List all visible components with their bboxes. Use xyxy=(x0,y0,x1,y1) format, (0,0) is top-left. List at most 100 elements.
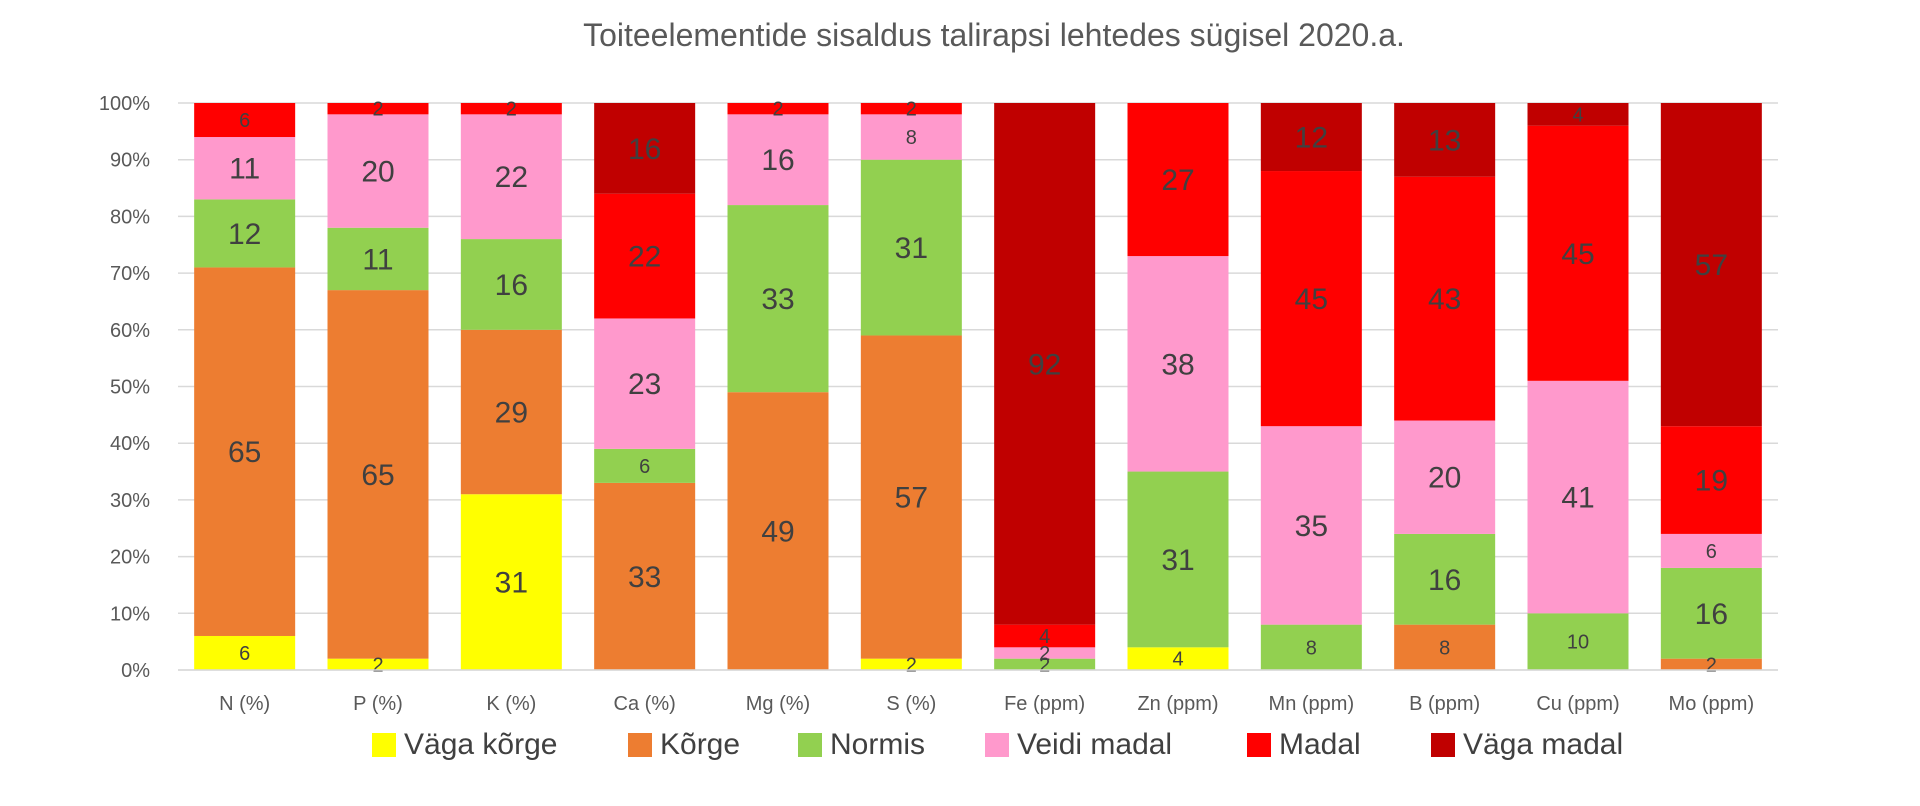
data-label: 2 xyxy=(906,99,917,121)
bar-segment xyxy=(327,103,429,115)
bar-segment xyxy=(594,448,696,483)
y-tick-label: 0% xyxy=(121,660,150,682)
data-label: 23 xyxy=(628,368,661,401)
bar-segment xyxy=(594,103,696,194)
bars: 6651211626511202312916222336232216493316… xyxy=(194,99,1762,676)
bar-segment xyxy=(594,482,696,670)
data-label: 2 xyxy=(372,654,383,676)
data-label: 2 xyxy=(772,99,783,121)
bar-segment xyxy=(1394,533,1496,625)
legend-label: Kõrge xyxy=(660,728,740,761)
x-tick-label: S (%) xyxy=(886,693,936,715)
legend-swatch xyxy=(628,733,652,757)
x-tick-label: Cu (ppm) xyxy=(1536,693,1619,715)
bar-segment xyxy=(1527,380,1629,614)
legend-label: Väga kõrge xyxy=(404,728,557,761)
data-label: 65 xyxy=(228,436,261,469)
x-tick-label: Mg (%) xyxy=(746,693,810,715)
y-axis: 0% 10% 20% 30% 40% 50% 60% 70% 80% 90% 100% xyxy=(99,93,150,682)
bar-segment xyxy=(727,103,829,115)
data-label: 49 xyxy=(761,516,794,549)
data-label: 31 xyxy=(1161,544,1194,577)
bar-segment xyxy=(1527,103,1629,126)
data-label: 27 xyxy=(1161,164,1194,197)
data-label: 41 xyxy=(1561,482,1594,515)
x-axis: N (%) P (%) K (%) Ca (%) Mg (%) S (%) Fe (ppm)… xyxy=(178,669,1778,715)
bar-segment xyxy=(860,114,962,160)
y-tick-label: 30% xyxy=(110,490,150,512)
data-label: 16 xyxy=(628,133,661,166)
bar-segment xyxy=(194,137,296,200)
data-label: 19 xyxy=(1695,465,1728,498)
data-label: 8 xyxy=(906,127,917,149)
data-label: 31 xyxy=(495,567,528,600)
bar-segment xyxy=(1127,103,1229,257)
x-tick-label: P (%) xyxy=(353,693,403,715)
bar-segment xyxy=(194,199,296,268)
data-label: 6 xyxy=(239,643,250,665)
bar-segment xyxy=(194,103,296,138)
bar-segment xyxy=(1260,624,1362,670)
data-label: 8 xyxy=(1439,637,1450,659)
bar-segment xyxy=(994,624,1096,648)
bar-segment xyxy=(194,267,296,636)
bar-segment xyxy=(1127,471,1229,648)
bar-segment xyxy=(727,114,829,206)
x-tick-label: Zn (ppm) xyxy=(1137,693,1218,715)
data-label: 6 xyxy=(639,456,650,478)
data-label: 35 xyxy=(1295,510,1328,543)
bar-segment xyxy=(460,103,562,115)
y-tick-label: 10% xyxy=(110,603,150,625)
y-tick-label: 50% xyxy=(110,377,150,399)
legend-label: Väga madal xyxy=(1463,728,1623,761)
bar-segment xyxy=(994,103,1096,625)
bar-segment xyxy=(860,335,962,659)
legend-swatch xyxy=(798,733,822,757)
legend-label: Normis xyxy=(830,728,925,761)
legend-swatch xyxy=(1247,733,1271,757)
bar-segment xyxy=(1260,103,1362,172)
data-label: 10 xyxy=(1567,632,1589,654)
bar-segment xyxy=(1394,420,1496,534)
bar-segment xyxy=(1527,125,1629,381)
bar-segment xyxy=(1394,103,1496,177)
bar-segment xyxy=(194,635,296,670)
y-tick-label: 20% xyxy=(110,547,150,569)
bar-segment xyxy=(1660,426,1762,534)
y-tick-label: 70% xyxy=(110,263,150,285)
bar-segment xyxy=(1527,613,1629,670)
x-tick-label: Ca (%) xyxy=(614,693,676,715)
data-label: 29 xyxy=(495,397,528,430)
bar-segment xyxy=(327,290,429,659)
data-label: 22 xyxy=(495,161,528,194)
x-tick-label: Mo (ppm) xyxy=(1669,693,1755,715)
x-tick-label: B (ppm) xyxy=(1409,693,1480,715)
bar-segment xyxy=(1260,171,1362,427)
x-tick-label: Fe (ppm) xyxy=(1004,693,1085,715)
data-label: 33 xyxy=(628,561,661,594)
bar-segment xyxy=(460,114,562,240)
data-label: 16 xyxy=(1695,598,1728,631)
data-label: 4 xyxy=(1172,649,1183,671)
data-label: 2 xyxy=(1706,654,1717,676)
bar-segment xyxy=(327,114,429,228)
y-tick-label: 40% xyxy=(110,433,150,455)
data-label: 2 xyxy=(1039,654,1050,676)
data-label: 12 xyxy=(1295,122,1328,155)
legend-swatch xyxy=(372,733,396,757)
bar-segment xyxy=(1660,658,1762,670)
bar-segment xyxy=(994,647,1096,659)
data-label: 16 xyxy=(1428,564,1461,597)
data-label: 65 xyxy=(361,459,394,492)
chart-title: Toiteelementide sisaldus talirapsi lehte… xyxy=(583,17,1405,53)
data-label: 4 xyxy=(1572,104,1583,126)
bar-segment xyxy=(1660,103,1762,427)
data-label: 31 xyxy=(895,232,928,265)
legend-swatch xyxy=(985,733,1009,757)
y-tick-label: 90% xyxy=(110,150,150,172)
data-label: 20 xyxy=(1428,462,1461,495)
data-label: 2 xyxy=(506,99,517,121)
bar-segment xyxy=(1394,176,1496,421)
